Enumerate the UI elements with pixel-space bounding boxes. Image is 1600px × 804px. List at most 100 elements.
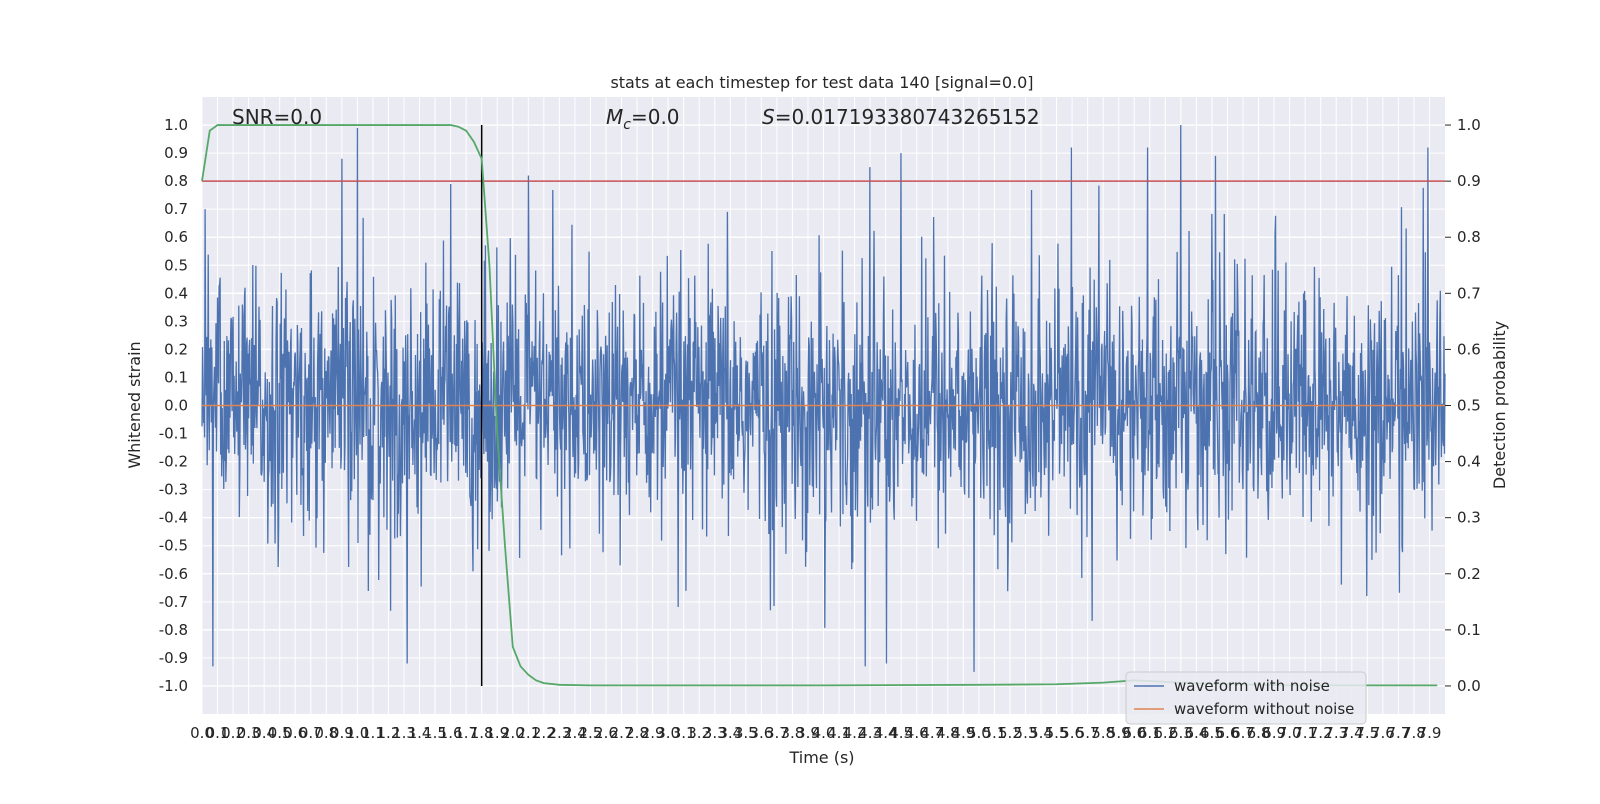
y-tick-label: 0.3 <box>164 312 188 330</box>
y-tick-label: -0.4 <box>159 509 188 527</box>
mc-symbol: M <box>606 105 623 129</box>
y-right-tick-label: 1.0 <box>1457 116 1481 134</box>
x-tick-label: 6.0 <box>1122 724 1146 742</box>
x-tick-label: 0.8 <box>314 724 338 742</box>
x-tick-label: 5.8 <box>1091 724 1115 742</box>
x-tick-label: 4.1 <box>827 724 851 742</box>
x-tick-label: 4.0 <box>812 724 836 742</box>
x-tick-label: 5.0 <box>967 724 991 742</box>
y-tick-label: 0.7 <box>164 200 188 218</box>
x-tick-label: 7.1 <box>1293 724 1317 742</box>
x-tick-label: 6.5 <box>1200 724 1224 742</box>
x-tick-label: 5.6 <box>1060 724 1084 742</box>
x-tick-label: 4.9 <box>951 724 975 742</box>
x-tick-label: 3.7 <box>765 724 789 742</box>
y-tick-label: -0.3 <box>159 481 188 499</box>
x-tick-label: 4.5 <box>889 724 913 742</box>
x-tick-label: 1.2 <box>377 724 401 742</box>
x-tick-label: 4.7 <box>920 724 944 742</box>
y-tick-label: 0.0 <box>164 397 188 415</box>
x-tick-label: 4.2 <box>843 724 867 742</box>
y-right-tick-label: 0.8 <box>1457 228 1481 246</box>
y-tick-label: -0.2 <box>159 453 188 471</box>
x-tick-label: 0.2 <box>221 724 245 742</box>
x-tick-label: 5.7 <box>1076 724 1100 742</box>
x-tick-label: 6.3 <box>1169 724 1193 742</box>
x-tick-label: 5.1 <box>982 724 1006 742</box>
x-tick-label: 6.6 <box>1216 724 1240 742</box>
legend: waveform with noise waveform without noi… <box>1125 671 1367 725</box>
x-tick-label: 7.8 <box>1402 724 1426 742</box>
y-right-tick-label: 0.0 <box>1457 677 1481 695</box>
x-tick-label: 5.3 <box>1014 724 1038 742</box>
chart-title: stats at each timestep for test data 140… <box>610 73 1033 92</box>
legend-box <box>1125 671 1367 725</box>
x-tick-label: 5.4 <box>1029 724 1053 742</box>
y-axis-label: Whitened strain <box>125 341 144 468</box>
x-tick-label: 0.7 <box>299 724 323 742</box>
x-tick-label: 5.9 <box>1107 724 1131 742</box>
y-right-tick-label: 0.2 <box>1457 565 1481 583</box>
y-right-tick-label: 0.6 <box>1457 340 1481 358</box>
x-tick-label: 1.5 <box>423 724 447 742</box>
legend-label-clean: waveform without noise <box>1174 700 1354 718</box>
x-tick-label: 3.2 <box>687 724 711 742</box>
y-tick-label: -0.1 <box>159 425 188 443</box>
waveform-with-noise-line <box>201 125 1446 672</box>
x-tick-label: 7.5 <box>1355 724 1379 742</box>
x-tick-label: 7.7 <box>1386 724 1410 742</box>
y-tick-label: -0.6 <box>159 565 188 583</box>
x-tick-label: 4.4 <box>874 724 898 742</box>
x-tick-label: 3.9 <box>796 724 820 742</box>
y-right-tick-label: 0.5 <box>1457 397 1481 415</box>
x-tick-label: 2.5 <box>579 724 603 742</box>
x-tick-label: 2.9 <box>641 724 665 742</box>
mc-value: =0.0 <box>631 105 680 129</box>
x-tick-label: 6.4 <box>1184 724 1208 742</box>
x-tick-label: 1.7 <box>454 724 478 742</box>
y-tick-label: 0.4 <box>164 284 188 302</box>
x-tick-label: 0.1 <box>206 724 230 742</box>
s-symbol: S <box>762 105 775 129</box>
x-tick-label: 3.0 <box>656 724 680 742</box>
x-tick-label: 2.3 <box>547 724 571 742</box>
x-tick-label: 4.8 <box>936 724 960 742</box>
x-tick-label: 7.3 <box>1324 724 1348 742</box>
x-tick-label: 0.3 <box>237 724 261 742</box>
x-tick-label: 6.9 <box>1262 724 1286 742</box>
x-tick-label: 0.5 <box>268 724 292 742</box>
x-tick-label: 5.2 <box>998 724 1022 742</box>
mc-annotation: Mc=0.0 <box>606 105 680 133</box>
legend-label-noise: waveform with noise <box>1174 677 1330 695</box>
x-tick-label: 3.3 <box>703 724 727 742</box>
x-tick-label: 1.9 <box>485 724 509 742</box>
x-tick-label: 0.4 <box>252 724 276 742</box>
x-tick-label: 3.4 <box>718 724 742 742</box>
y-tick-label: 0.6 <box>164 228 188 246</box>
x-tick-label: 0.0 <box>190 724 214 742</box>
x-tick-label: 3.1 <box>672 724 696 742</box>
x-tick-label: 4.6 <box>905 724 929 742</box>
s-value: =0.017193380743265152 <box>775 105 1040 129</box>
x-tick-label: 1.6 <box>439 724 463 742</box>
y-tick-label: -0.8 <box>159 621 188 639</box>
x-tick-label: 1.3 <box>392 724 416 742</box>
x-tick-label: 3.8 <box>780 724 804 742</box>
y-right-tick-label: 0.4 <box>1457 453 1481 471</box>
y-tick-label: -1.0 <box>159 677 188 695</box>
x-tick-label: 2.6 <box>594 724 618 742</box>
y-tick-label: 0.1 <box>164 368 188 386</box>
s-annotation: S=0.017193380743265152 <box>762 105 1040 129</box>
y-right-axis-label: Detection probability <box>1490 321 1509 489</box>
y-right-tick-label: 0.3 <box>1457 509 1481 527</box>
x-tick-label: 1.0 <box>345 724 369 742</box>
x-tick-label: 2.1 <box>516 724 540 742</box>
y-tick-label: 0.9 <box>164 144 188 162</box>
y-tick-label: 1.0 <box>164 116 188 134</box>
x-tick-label: 4.3 <box>858 724 882 742</box>
x-tick-label: 7.2 <box>1309 724 1333 742</box>
x-axis-label: Time (s) <box>788 748 854 767</box>
mc-subscript: c <box>623 117 631 133</box>
